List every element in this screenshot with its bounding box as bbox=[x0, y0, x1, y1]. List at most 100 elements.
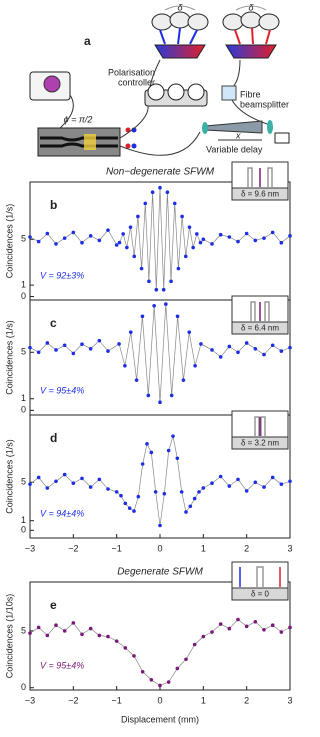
data-point bbox=[227, 626, 232, 631]
panel-label: d bbox=[50, 431, 57, 445]
x-tick-label: 3 bbox=[287, 543, 292, 553]
x-tick-label: −3 bbox=[25, 543, 35, 553]
data-point bbox=[125, 245, 129, 250]
data-point bbox=[28, 235, 32, 239]
displacement-label: x bbox=[235, 130, 241, 140]
inset-peak bbox=[256, 566, 264, 587]
data-point bbox=[62, 472, 67, 477]
data-point bbox=[132, 654, 136, 658]
data-point bbox=[106, 634, 110, 639]
y-tick-label: 1 bbox=[21, 515, 26, 525]
inset-label: δ = 6.4 nm bbox=[241, 324, 279, 333]
inset-peak bbox=[267, 167, 273, 187]
data-point bbox=[236, 477, 240, 482]
data-point bbox=[201, 486, 206, 490]
x-tick-label: −1 bbox=[112, 543, 122, 553]
figure: a δ δ ϕ = π/2 Polarisation co bbox=[4, 2, 292, 724]
data-point bbox=[114, 490, 119, 494]
data-point bbox=[169, 393, 174, 398]
data-point bbox=[123, 646, 128, 650]
data-point bbox=[270, 343, 275, 348]
data-point bbox=[187, 225, 192, 229]
data-point bbox=[197, 490, 201, 494]
data-point bbox=[132, 509, 136, 513]
data-point bbox=[262, 352, 266, 357]
data-point bbox=[181, 378, 186, 382]
visibility-label: V = 92±3% bbox=[40, 270, 84, 280]
x-tick-label: 0 bbox=[157, 695, 162, 705]
x-tick-label: 1 bbox=[201, 543, 206, 553]
panel-label: a bbox=[84, 34, 91, 48]
panel-label: c bbox=[50, 316, 57, 330]
data-point bbox=[227, 235, 232, 239]
data-point bbox=[71, 481, 76, 486]
data-point bbox=[54, 348, 58, 352]
inset-label: δ = 3.2 nm bbox=[241, 439, 279, 448]
data-point bbox=[149, 450, 154, 455]
data-point bbox=[279, 482, 284, 486]
data-point bbox=[145, 442, 149, 446]
y-axis-label: Coincidences (1/10s) bbox=[4, 594, 14, 679]
visibility-label: V = 95±4% bbox=[40, 385, 84, 395]
data-point bbox=[262, 485, 266, 489]
data-point bbox=[172, 201, 177, 206]
data-point bbox=[192, 496, 197, 501]
data-point bbox=[88, 485, 93, 489]
data-point bbox=[117, 342, 121, 346]
data-point bbox=[262, 236, 266, 240]
data-point bbox=[183, 254, 188, 259]
data-point bbox=[184, 657, 188, 662]
data-point bbox=[162, 491, 167, 496]
data-point bbox=[147, 279, 151, 284]
data-point bbox=[270, 230, 275, 235]
data-point bbox=[236, 239, 240, 244]
data-point bbox=[136, 214, 140, 219]
controller-label: controller bbox=[118, 77, 155, 87]
x-tick-label: 3 bbox=[287, 695, 292, 705]
data-point bbox=[279, 240, 284, 245]
inset-peak bbox=[250, 301, 256, 321]
data-point bbox=[218, 355, 223, 359]
data-point bbox=[121, 232, 125, 236]
data-point bbox=[106, 228, 110, 232]
data-point bbox=[199, 342, 203, 346]
data-point bbox=[176, 266, 181, 271]
data-point bbox=[195, 232, 199, 236]
data-point bbox=[149, 677, 154, 682]
data-point bbox=[106, 349, 110, 353]
y-tick-label: 5 bbox=[21, 625, 26, 635]
data-point bbox=[175, 456, 180, 461]
data-point bbox=[127, 506, 132, 511]
data-point bbox=[140, 670, 145, 674]
data-point bbox=[128, 330, 133, 334]
data-point bbox=[152, 304, 156, 308]
x-tick-label: −1 bbox=[112, 695, 122, 705]
data-point bbox=[71, 230, 76, 235]
visibility-label: V = 94±4% bbox=[40, 508, 84, 518]
data-point bbox=[158, 185, 162, 190]
data-point bbox=[192, 642, 197, 647]
data-point bbox=[80, 240, 84, 245]
inset-peak bbox=[264, 301, 270, 321]
data-point bbox=[279, 630, 284, 634]
inset-peak bbox=[247, 167, 253, 187]
data-point bbox=[97, 338, 102, 343]
data-point bbox=[188, 504, 193, 509]
x-tick-label: −2 bbox=[68, 543, 78, 553]
data-point bbox=[253, 238, 258, 243]
data-point bbox=[117, 240, 122, 245]
data-point bbox=[88, 346, 93, 351]
data-point bbox=[62, 629, 67, 633]
spread-label: δ bbox=[248, 2, 254, 12]
data-point bbox=[45, 231, 50, 236]
data-point bbox=[136, 494, 141, 499]
x-tick-label: −2 bbox=[68, 695, 78, 705]
chart-title: Degenerate SFWM bbox=[117, 567, 203, 578]
data-point bbox=[97, 633, 102, 638]
data-point bbox=[71, 621, 76, 625]
y-axis-label: Coincidences (1/s) bbox=[4, 320, 14, 395]
data-point bbox=[114, 243, 119, 247]
data-point bbox=[153, 490, 158, 494]
data-point bbox=[279, 349, 284, 353]
data-point bbox=[54, 242, 58, 246]
